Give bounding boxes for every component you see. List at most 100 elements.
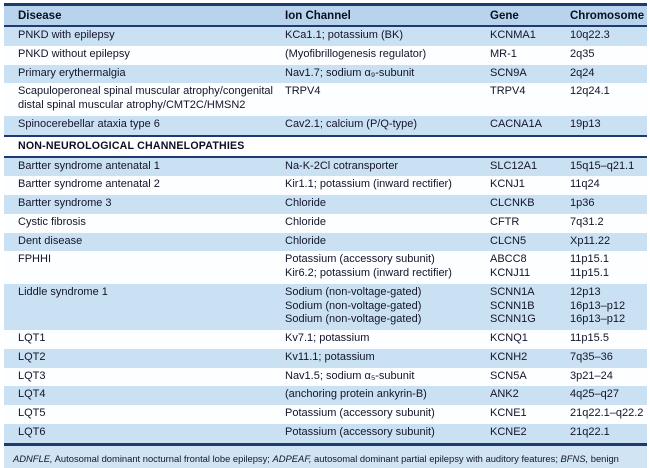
- cell-line: LQT6: [18, 425, 46, 438]
- chromosome-cell: 21q22.1–q22.2: [570, 405, 647, 424]
- ion-channel-cell: Chloride: [285, 232, 490, 252]
- cell-line: LQT4: [18, 388, 46, 401]
- ion-channel-cell: Nav1.7; sodium α₉-subunit: [285, 64, 490, 84]
- disease-cell: LQT1: [4, 330, 285, 349]
- chromosome-cell: 10q22.3: [570, 26, 647, 46]
- chromosome-cell: 12q24.1: [570, 83, 647, 116]
- table-row: Spinocerebellar ataxia type 6 Cav2.1; cal…: [4, 115, 647, 136]
- ion-channel-cell: KCa1.1; potassium (BK): [285, 26, 490, 46]
- cell-line: 11p15.1: [570, 267, 609, 280]
- cell-line: SCN9A: [490, 66, 527, 79]
- table-row: Bartter syndrome antenatal 2 Kir1.1; pota…: [4, 176, 647, 196]
- cell-line: Spinocerebellar ataxia type 6: [18, 117, 160, 130]
- cell-line: Kv11.1; potassium: [285, 350, 375, 363]
- gene-cell: TRPV4: [490, 83, 570, 116]
- cell-line: SCN5A: [490, 369, 527, 382]
- cell-line: MR-1: [490, 47, 517, 60]
- cell-line: ABCC8: [490, 253, 527, 266]
- disease-cell: Bartter syndrome 3: [4, 195, 285, 214]
- chromosome-cell: 11p15.5: [570, 330, 647, 349]
- table-row: Bartter syndrome antenatal 1 Na-K-2Cl cot…: [4, 156, 647, 177]
- disease-cell: Scapuloperoneal spinal muscular atrophy/…: [4, 83, 285, 116]
- abbreviation: BFIS,: [333, 466, 356, 468]
- cell-line: 19p13: [570, 117, 601, 130]
- cell-line: KCNQ1: [490, 332, 528, 345]
- chromosome-cell: 12p13 16p13–p12 16p13–p12: [570, 283, 647, 331]
- disease-cell: LQT2: [4, 348, 285, 368]
- cell-line: CLCNKB: [490, 197, 535, 210]
- gene-cell: CLCN5: [490, 232, 570, 252]
- cell-line: Potassium (accessory subunit): [285, 253, 435, 266]
- abbreviation: ADPEAF,: [272, 452, 312, 464]
- cell-line: 2q24: [570, 66, 595, 79]
- gene-cell: CACNA1A: [490, 115, 570, 136]
- chromosome-cell: 2q35: [570, 45, 647, 65]
- table-row: LQT2 Kv11.1; potassium KCNH2 7q35–36: [4, 348, 647, 368]
- disease-cell: LQT6: [4, 423, 285, 443]
- gene-cell: KCNJ1: [490, 176, 570, 196]
- cell-line: 21q22.1: [570, 425, 610, 438]
- gene-cell: KCNE1: [490, 405, 570, 424]
- col-header-chromosome: Chromosome: [570, 3, 647, 27]
- ion-channel-cell: Kv11.1; potassium: [285, 348, 490, 368]
- disease-cell: PNKD with epilepsy: [4, 26, 285, 46]
- cell-line: Bartter syndrome 3: [18, 197, 112, 210]
- gene-cell: KCNQ1: [490, 330, 570, 349]
- cell-line: LQT3: [18, 369, 46, 382]
- cell-line: Na-K-2Cl cotransporter: [285, 159, 399, 172]
- cell-line: 10q22.3: [570, 29, 610, 41]
- abbreviation: BFNS,: [560, 452, 589, 464]
- cell-line: KCNE2: [490, 425, 527, 438]
- gene-cell: SLC12A1: [490, 156, 570, 177]
- ion-channel-cell: Chloride: [285, 195, 490, 214]
- footnote-text: ADNFLE, Autosomal dominant nocturnal fro…: [13, 452, 638, 468]
- cell-line: 12q24.1: [570, 85, 610, 98]
- cell-line: Bartter syndrome antenatal 2: [18, 178, 160, 191]
- disease-cell: PNKD without epilepsy: [4, 45, 285, 65]
- cell-line: 7q31.2: [570, 215, 604, 228]
- table-row: LQT5 Potassium (accessory subunit) KCNE1 21…: [4, 405, 647, 424]
- cell-line: LQT5: [18, 407, 46, 420]
- channelopathies-table: Disease Ion Channel Gene Chromosome PNKD…: [4, 3, 647, 443]
- cell-line: Xp11.22: [570, 234, 611, 247]
- ion-channel-cell: Nav1.5; sodium α₅-subunit: [285, 367, 490, 387]
- table-row: Dent disease Chloride CLCN5 Xp11.22: [4, 232, 647, 252]
- cell-line: Bartter syndrome antenatal 1: [18, 159, 160, 172]
- cell-line: TRPV4: [285, 85, 321, 98]
- ion-channel-cell: Cav2.1; calcium (P/Q-type): [285, 115, 490, 136]
- table-row: LQT1 Kv7.1; potassium KCNQ1 11p15.5: [4, 330, 647, 349]
- cell-line: Liddle syndrome 1: [18, 285, 108, 298]
- disease-cell: Dent disease: [4, 232, 285, 252]
- cell-line: (Myofibrillogenesis regulator): [285, 47, 427, 60]
- abbreviation: BFNIS,: [123, 466, 153, 468]
- disease-cell: Bartter syndrome antenatal 1: [4, 156, 285, 177]
- cell-line: Sodium (non-voltage-gated): [285, 285, 422, 298]
- chromosome-cell: 1p36: [570, 195, 647, 214]
- ion-channel-cell: Chloride: [285, 213, 490, 233]
- table-row: LQT4 (anchoring protein ankyrin-B) ANK2 4q2…: [4, 386, 647, 406]
- table-row: Cystic fibrosis Chloride CFTR 7q31.2: [4, 213, 647, 233]
- gene-cell: CLCNKB: [490, 195, 570, 214]
- col-header-gene: Gene: [490, 3, 570, 27]
- table-row: Scapuloperoneal spinal muscular atrophy/…: [4, 83, 647, 116]
- gene-cell: ANK2: [490, 386, 570, 406]
- ion-channel-cell: TRPV4: [285, 83, 490, 116]
- cell-line: SCNN1G: [490, 313, 536, 326]
- cell-line: 21q22.1–q22.2: [570, 407, 644, 420]
- chromosome-cell: 11q24: [570, 176, 647, 196]
- cell-line: SCNN1A: [490, 285, 535, 298]
- ion-channel-cell: Na-K-2Cl cotransporter: [285, 156, 490, 177]
- cell-line: Chloride: [285, 215, 326, 228]
- cell-line: 2q35: [570, 47, 595, 60]
- chromosome-cell: 7q35–36: [570, 348, 647, 368]
- table-row: LQT3 Nav1.5; sodium α₅-subunit SCN5A 3p21–2…: [4, 367, 647, 387]
- header-row: Disease Ion Channel Gene Chromosome: [4, 3, 647, 27]
- chromosome-cell: 21q22.1: [570, 423, 647, 443]
- cell-line: distal spinal muscular atrophy/CMT2C/HMS…: [18, 99, 246, 111]
- table-row: PNKD with epilepsy KCa1.1; potassium (BK)…: [4, 26, 647, 46]
- section-header-label: NON-NEUROLOGICAL CHANNELOPATHIES: [4, 134, 647, 158]
- chromosome-cell: 7q31.2: [570, 213, 647, 233]
- chromosome-cell: 4q25–q27: [570, 386, 647, 406]
- col-header-ion-channel: Ion Channel: [285, 3, 490, 27]
- cell-line: Kir6.2; potassium (inward rectifier): [285, 267, 452, 280]
